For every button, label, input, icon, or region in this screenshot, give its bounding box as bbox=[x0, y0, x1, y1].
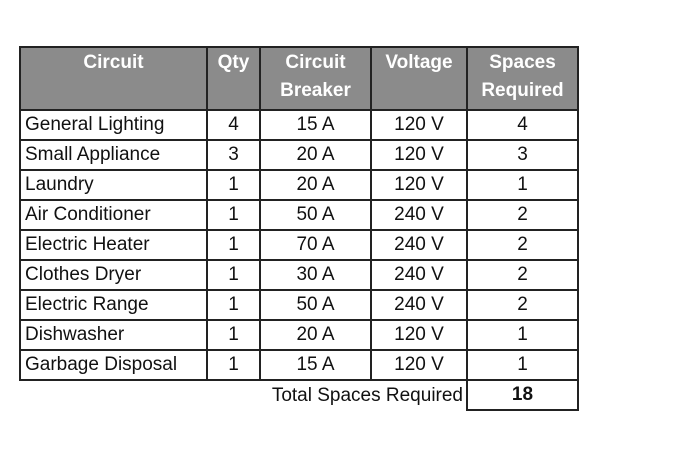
cell-voltage: 120 V bbox=[370, 319, 468, 351]
cell-spaces: 1 bbox=[466, 319, 579, 351]
cell-voltage: 240 V bbox=[370, 229, 468, 261]
cell-qty: 1 bbox=[206, 169, 261, 201]
header-circuit: Circuit bbox=[19, 46, 208, 111]
cell-breaker: 70 A bbox=[259, 229, 372, 261]
header-circuit-breaker: Circuit Breaker bbox=[259, 46, 372, 111]
circuit-table: Circuit Qty Circuit Breaker Voltage Space… bbox=[19, 46, 579, 411]
cell-circuit: General Lighting bbox=[19, 109, 208, 141]
cell-voltage: 240 V bbox=[370, 259, 468, 291]
cell-qty: 1 bbox=[206, 259, 261, 291]
cell-circuit: Dishwasher bbox=[19, 319, 208, 351]
cell-breaker: 15 A bbox=[259, 349, 372, 381]
cell-circuit: Garbage Disposal bbox=[19, 349, 208, 381]
header-voltage: Voltage bbox=[370, 46, 468, 111]
cell-spaces: 3 bbox=[466, 139, 579, 171]
cell-voltage: 240 V bbox=[370, 289, 468, 321]
cell-qty: 1 bbox=[206, 229, 261, 261]
cell-circuit: Air Conditioner bbox=[19, 199, 208, 231]
cell-spaces: 2 bbox=[466, 259, 579, 291]
cell-voltage: 120 V bbox=[370, 169, 468, 201]
header-row: Circuit Qty Circuit Breaker Voltage Space… bbox=[19, 46, 579, 111]
cell-breaker: 20 A bbox=[259, 169, 372, 201]
cell-circuit: Small Appliance bbox=[19, 139, 208, 171]
cell-qty: 1 bbox=[206, 349, 261, 381]
cell-spaces: 4 bbox=[466, 109, 579, 141]
cell-qty: 4 bbox=[206, 109, 261, 141]
cell-qty: 1 bbox=[206, 319, 261, 351]
header-spaces-required: Spaces Required bbox=[466, 46, 579, 111]
header-qty: Qty bbox=[206, 46, 261, 111]
cell-breaker: 20 A bbox=[259, 139, 372, 171]
cell-breaker: 20 A bbox=[259, 319, 372, 351]
cell-qty: 3 bbox=[206, 139, 261, 171]
cell-breaker: 50 A bbox=[259, 199, 372, 231]
cell-circuit: Electric Heater bbox=[19, 229, 208, 261]
cell-circuit: Clothes Dryer bbox=[19, 259, 208, 291]
cell-breaker: 50 A bbox=[259, 289, 372, 321]
cell-qty: 1 bbox=[206, 289, 261, 321]
cell-spaces: 1 bbox=[466, 169, 579, 201]
cell-voltage: 120 V bbox=[370, 139, 468, 171]
cell-circuit: Electric Range bbox=[19, 289, 208, 321]
cell-spaces: 2 bbox=[466, 229, 579, 261]
cell-spaces: 2 bbox=[466, 199, 579, 231]
total-value: 18 bbox=[466, 380, 579, 411]
cell-spaces: 2 bbox=[466, 289, 579, 321]
cell-spaces: 1 bbox=[466, 349, 579, 381]
cell-breaker: 15 A bbox=[259, 109, 372, 141]
cell-qty: 1 bbox=[206, 199, 261, 231]
cell-voltage: 120 V bbox=[370, 349, 468, 381]
cell-breaker: 30 A bbox=[259, 259, 372, 291]
total-label: Total Spaces Required bbox=[271, 384, 463, 406]
cell-voltage: 120 V bbox=[370, 109, 468, 141]
cell-voltage: 240 V bbox=[370, 199, 468, 231]
total-row: Total Spaces Required 18 bbox=[20, 380, 579, 411]
cell-circuit: Laundry bbox=[19, 169, 208, 201]
